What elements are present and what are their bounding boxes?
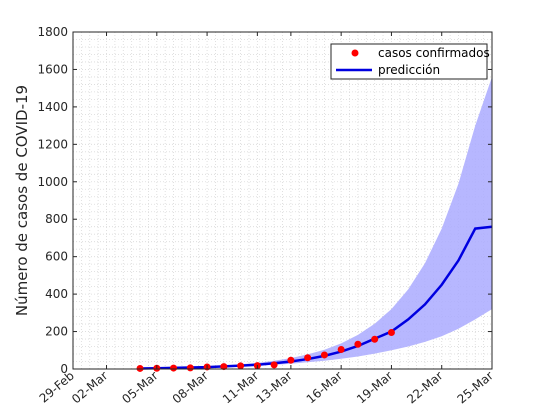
legend: casos confirmados predicción: [331, 44, 490, 79]
x-tick-label: 19-Mar: [354, 369, 395, 407]
x-tick-label: 05-Mar: [119, 369, 160, 407]
y-tick-label: 800: [45, 212, 68, 226]
data-point: [137, 365, 144, 372]
data-point: [271, 361, 278, 368]
legend-marker-confirmed: [352, 50, 359, 57]
prediction-band-area: [140, 77, 492, 369]
ticks: 02004006008001000120014001600180029-Feb0…: [37, 25, 496, 406]
y-tick-label: 600: [45, 250, 68, 264]
x-tick-label: 22-Mar: [404, 369, 445, 407]
data-point: [388, 329, 395, 336]
y-tick-label: 1000: [37, 175, 68, 189]
data-point: [237, 362, 244, 369]
x-tick-label: 16-Mar: [304, 369, 345, 407]
data-point: [304, 354, 311, 361]
data-point: [287, 357, 294, 364]
data-point: [371, 336, 378, 343]
x-tick-label: 25-Mar: [455, 369, 496, 407]
y-tick-label: 1400: [37, 100, 68, 114]
x-tick-label: 13-Mar: [253, 369, 294, 407]
y-tick-label: 1600: [37, 62, 68, 76]
y-axis-label: Número de casos de COVID-19: [13, 85, 31, 316]
data-point: [354, 341, 361, 348]
data-point: [187, 364, 194, 371]
data-point: [321, 351, 328, 358]
y-tick-label: 1200: [37, 137, 68, 151]
y-tick-label: 400: [45, 287, 68, 301]
y-tick-label: 1800: [37, 25, 68, 39]
y-tick-label: 200: [45, 325, 68, 339]
legend-label-prediction: predicción: [378, 63, 440, 77]
data-point: [338, 346, 345, 353]
x-tick-label: 02-Mar: [69, 369, 110, 407]
data-point: [170, 365, 177, 372]
prediction-band: [140, 77, 492, 369]
x-tick-label: 08-Mar: [170, 369, 211, 407]
x-tick-label: 11-Mar: [220, 369, 261, 407]
legend-label-confirmed: casos confirmados: [378, 46, 490, 60]
x-tick-label: 29-Feb: [37, 369, 77, 406]
